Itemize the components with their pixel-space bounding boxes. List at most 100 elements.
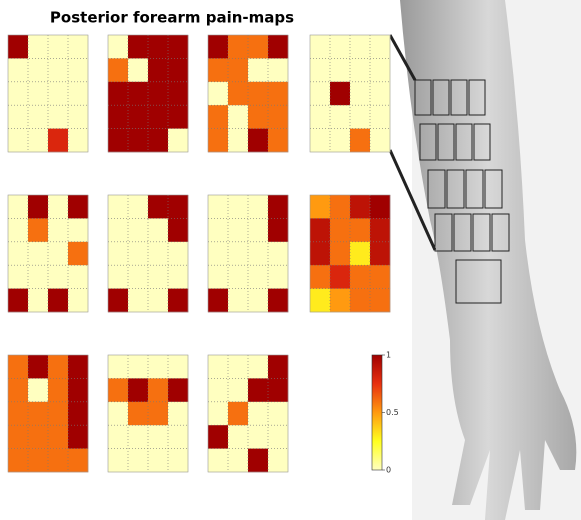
- cell: [268, 378, 289, 403]
- cell: [28, 35, 49, 59]
- cell: [168, 105, 189, 129]
- cell: [370, 81, 391, 106]
- map-frame: [7, 354, 89, 473]
- cell: [228, 265, 249, 289]
- cell: [310, 288, 331, 313]
- cell: [248, 401, 269, 426]
- cell: [228, 58, 249, 83]
- cell: [108, 425, 129, 449]
- cell: [128, 81, 149, 106]
- cell: [28, 241, 49, 266]
- cell: [330, 288, 351, 313]
- cell: [128, 425, 149, 449]
- cell: [68, 35, 89, 59]
- cell: [68, 378, 89, 403]
- cell: [108, 81, 129, 106]
- cell: [168, 355, 189, 379]
- cell: [248, 218, 269, 243]
- cell: [248, 195, 269, 219]
- cell: [8, 35, 29, 59]
- cell: [68, 241, 89, 266]
- cell: [28, 128, 49, 153]
- cell: [108, 401, 129, 426]
- pain-map: [107, 194, 189, 313]
- cell: [350, 58, 371, 83]
- cell: [248, 378, 269, 403]
- cell: [28, 218, 49, 243]
- pain-map: [7, 34, 89, 153]
- cell: [350, 241, 371, 266]
- cell: [48, 378, 69, 403]
- cell: [208, 355, 229, 379]
- cell: [330, 218, 351, 243]
- cell: [268, 448, 289, 473]
- cell: [248, 105, 269, 129]
- cell: [108, 128, 129, 153]
- cell: [248, 58, 269, 83]
- cell: [370, 288, 391, 313]
- cell: [8, 105, 29, 129]
- cell: [48, 195, 69, 219]
- cell: [28, 355, 49, 379]
- cell: [208, 128, 229, 153]
- cell: [168, 128, 189, 153]
- cell: [148, 195, 169, 219]
- cell: [168, 241, 189, 266]
- cell: [248, 81, 269, 106]
- cell: [148, 241, 169, 266]
- cell: [248, 448, 269, 473]
- cell: [370, 128, 391, 153]
- cell: [248, 425, 269, 449]
- cell: [8, 425, 29, 449]
- cell: [108, 288, 129, 313]
- cell: [268, 35, 289, 59]
- cell: [268, 81, 289, 106]
- cell: [108, 241, 129, 266]
- map-frame: [309, 194, 391, 313]
- pain-map: [7, 354, 89, 473]
- cell: [8, 58, 29, 83]
- cell: [8, 401, 29, 426]
- cell: [48, 355, 69, 379]
- cell: [128, 265, 149, 289]
- cell: [168, 218, 189, 243]
- colorbar-tick-label: 0: [386, 466, 391, 475]
- cell: [350, 35, 371, 59]
- cell: [370, 58, 391, 83]
- cell: [128, 218, 149, 243]
- cell: [108, 378, 129, 403]
- cell: [228, 401, 249, 426]
- cell: [310, 58, 331, 83]
- map-frame: [107, 194, 189, 313]
- cell: [108, 448, 129, 473]
- cell: [148, 81, 169, 106]
- cell: [208, 195, 229, 219]
- pain-maps: [7, 34, 391, 473]
- cell: [268, 58, 289, 83]
- cell: [68, 425, 89, 449]
- cell: [268, 128, 289, 153]
- cell: [148, 378, 169, 403]
- cell: [128, 128, 149, 153]
- cell: [208, 58, 229, 83]
- cell: [28, 105, 49, 129]
- cell: [208, 288, 229, 313]
- cell: [248, 128, 269, 153]
- cell: [148, 218, 169, 243]
- cell: [208, 218, 229, 243]
- cell: [28, 81, 49, 106]
- cell: [168, 58, 189, 83]
- cell: [48, 218, 69, 243]
- cell: [310, 35, 331, 59]
- cell: [268, 425, 289, 449]
- cell: [148, 58, 169, 83]
- cell: [350, 195, 371, 219]
- cell: [108, 58, 129, 83]
- cell: [168, 265, 189, 289]
- cell: [68, 448, 89, 473]
- cell: [228, 128, 249, 153]
- electrode-boxes: [388, 34, 510, 304]
- cell: [208, 81, 229, 106]
- cell: [128, 58, 149, 83]
- cell: [370, 241, 391, 266]
